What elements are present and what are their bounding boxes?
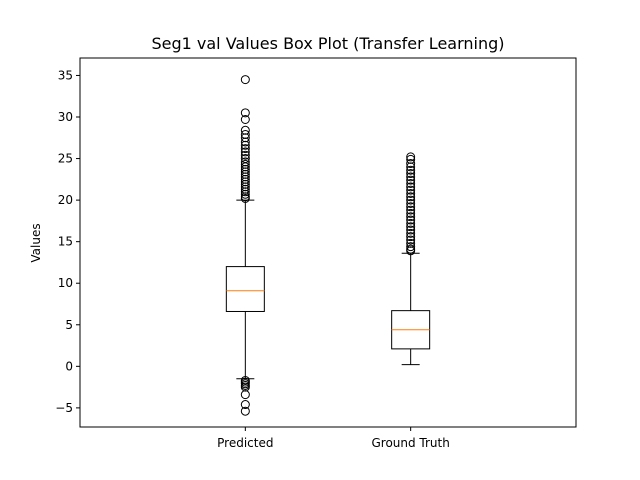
outlier-point [240, 177, 250, 187]
outlier-point [406, 195, 416, 205]
outlier-point [406, 235, 416, 245]
outlier-point [406, 246, 416, 256]
x-tick-label: Ground Truth [371, 436, 449, 450]
outlier-point [240, 382, 250, 392]
outlier-point [240, 406, 250, 416]
outlier-point [240, 193, 250, 203]
outlier-point [406, 215, 416, 225]
axes-frame [79, 57, 577, 428]
outlier-point [240, 189, 250, 199]
outlier-point [240, 150, 250, 160]
outlier-point [240, 129, 250, 139]
y-tick-label: 0 [65, 359, 73, 373]
y-tick-label: 5 [65, 318, 73, 332]
outlier-point [406, 242, 416, 252]
outlier-point [240, 172, 250, 182]
outlier-point [406, 205, 416, 215]
outlier-point [240, 390, 250, 400]
outlier-point [240, 159, 250, 169]
outlier-point [240, 140, 250, 150]
outlier-point [406, 225, 416, 235]
outlier-point [240, 167, 250, 177]
outlier-point [240, 157, 250, 167]
outlier-point [406, 202, 416, 212]
outlier-point [240, 174, 250, 184]
iqr-box [225, 266, 265, 312]
outlier-point [240, 147, 250, 157]
outlier-point [406, 169, 416, 179]
outlier-point [240, 187, 250, 197]
outlier-point [240, 125, 250, 135]
outlier-point [406, 238, 416, 248]
outlier-point [406, 212, 416, 222]
outlier-point [240, 179, 250, 189]
y-tick-label: 20 [58, 193, 73, 207]
outlier-point [406, 172, 416, 182]
outlier-point [406, 165, 416, 175]
outlier-point [406, 152, 416, 162]
outlier-point [406, 198, 416, 208]
y-tick-label: 35 [58, 68, 73, 82]
outlier-point [240, 162, 250, 172]
outlier-point [240, 164, 250, 174]
y-tick-label: 25 [58, 152, 73, 166]
y-axis-label: Values [29, 223, 43, 262]
outlier-point [406, 182, 416, 192]
outlier-point [240, 133, 250, 143]
x-tick-label: Predicted [217, 436, 273, 450]
outlier-point [406, 228, 416, 238]
outlier-point [406, 159, 416, 169]
outlier-point [240, 75, 250, 85]
outlier-point [240, 115, 250, 124]
y-tick-label: 30 [58, 110, 73, 124]
chart-title: Seg1 val Values Box Plot (Transfer Learn… [151, 34, 504, 53]
outlier-point [240, 184, 250, 194]
outlier-point [240, 137, 250, 147]
outlier-point [406, 188, 416, 198]
outlier-point [240, 169, 250, 179]
outlier-point [406, 178, 416, 188]
outlier-point [406, 232, 416, 242]
outlier-point [406, 154, 416, 164]
outlier-point [406, 192, 416, 202]
y-tick-label: 10 [58, 276, 73, 290]
outlier-point [240, 108, 250, 118]
outlier-point [406, 222, 416, 232]
outlier-point [240, 182, 250, 192]
y-tick-label: −5 [55, 401, 73, 415]
outlier-point [406, 185, 416, 195]
outlier-point [406, 208, 416, 218]
outlier-point [240, 400, 250, 410]
outlier-point [406, 175, 416, 185]
outlier-point [406, 218, 416, 228]
plot-area: −5 0 5 10 15 20 25 30 35 Predicted Ground Truth [55, 68, 450, 450]
outlier-point [406, 162, 416, 172]
y-tick-label: 15 [58, 235, 73, 249]
outlier-point [240, 144, 250, 154]
